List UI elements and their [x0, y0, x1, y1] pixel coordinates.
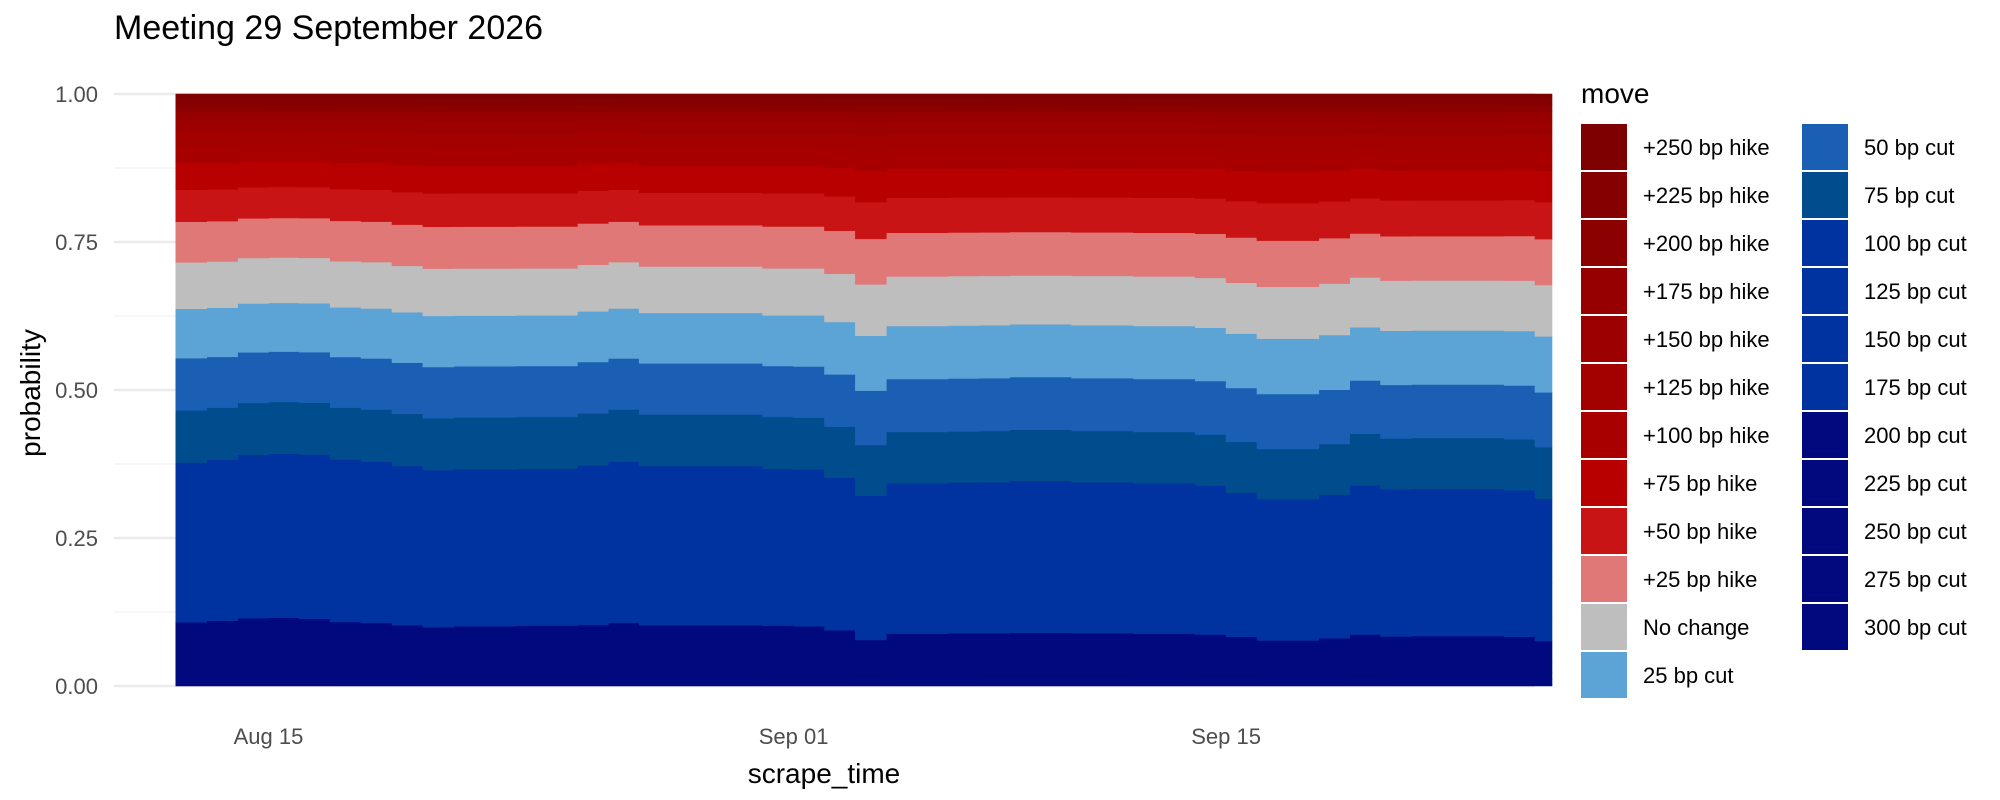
legend-label-plus-75-bp-hike: +75 bp hike	[1643, 471, 1757, 496]
legend-label-150-bp-cut: 150 bp cut	[1864, 327, 1967, 352]
legend-key-75-bp-cut	[1802, 172, 1848, 218]
x-axis-label: scrape_time	[748, 758, 901, 789]
legend-title: move	[1581, 78, 1649, 109]
y-axis-label: probability	[15, 329, 46, 457]
legend-label-300-bp-cut: 300 bp cut	[1864, 615, 1967, 640]
legend-label-plus-50-bp-hike: +50 bp hike	[1643, 519, 1757, 544]
legend-key-175-bp-cut	[1802, 364, 1848, 410]
legend-key-plus-175-bp-hike	[1581, 268, 1627, 314]
legend-label-100-bp-cut: 100 bp cut	[1864, 231, 1967, 256]
legend-key-50-bp-cut	[1802, 124, 1848, 170]
legend-key-plus-25-bp-hike	[1581, 556, 1627, 602]
legend-label-275-bp-cut: 275 bp cut	[1864, 567, 1967, 592]
area-plus-250-bp-hike	[175, 93, 1553, 99]
legend-label-no-change: No change	[1643, 615, 1749, 640]
legend-key-plus-150-bp-hike	[1581, 316, 1627, 362]
area-plus-225-bp-hike	[175, 98, 1553, 105]
legend-key-250-bp-cut	[1802, 508, 1848, 554]
legend-key-275-bp-cut	[1802, 556, 1848, 602]
legend-key-plus-50-bp-hike	[1581, 508, 1627, 554]
legend-label-plus-100-bp-hike: +100 bp hike	[1643, 423, 1770, 448]
legend: move +250 bp hike +225 bp hike +200 bp hik…	[1581, 78, 1967, 698]
legend-key-plus-200-bp-hike	[1581, 220, 1627, 266]
y-tick-label: 1.00	[55, 82, 98, 107]
legend-label-225-bp-cut: 225 bp cut	[1864, 471, 1967, 496]
legend-key-100-bp-cut	[1802, 220, 1848, 266]
legend-label-50-bp-cut: 50 bp cut	[1864, 135, 1955, 160]
legend-label-200-bp-cut: 200 bp cut	[1864, 423, 1967, 448]
legend-key-200-bp-cut	[1802, 412, 1848, 458]
legend-label-125-bp-cut: 125 bp cut	[1864, 279, 1967, 304]
y-tick-label: 0.25	[55, 526, 98, 551]
legend-label-plus-150-bp-hike: +150 bp hike	[1643, 327, 1770, 352]
legend-key-125-bp-cut	[1802, 268, 1848, 314]
legend-key-300-bp-cut	[1802, 604, 1848, 650]
legend-key-no-change	[1581, 604, 1627, 650]
legend-key-plus-125-bp-hike	[1581, 364, 1627, 410]
legend-label-plus-200-bp-hike: +200 bp hike	[1643, 231, 1770, 256]
legend-label-plus-225-bp-hike: +225 bp hike	[1643, 183, 1770, 208]
area-plus-200-bp-hike	[175, 104, 1553, 113]
legend-key-plus-250-bp-hike	[1581, 124, 1627, 170]
legend-key-plus-225-bp-hike	[1581, 172, 1627, 218]
stacked-areas	[175, 93, 1553, 687]
legend-key-150-bp-cut	[1802, 316, 1848, 362]
legend-key-plus-75-bp-hike	[1581, 460, 1627, 506]
x-tick-label: Aug 15	[234, 724, 304, 749]
legend-label-plus-175-bp-hike: +175 bp hike	[1643, 279, 1770, 304]
legend-key-25-bp-cut	[1581, 652, 1627, 698]
legend-label-175-bp-cut: 175 bp cut	[1864, 375, 1967, 400]
legend-label-plus-250-bp-hike: +250 bp hike	[1643, 135, 1770, 160]
chart-title: Meeting 29 September 2026	[114, 9, 543, 47]
x-tick-label: Sep 15	[1191, 724, 1261, 749]
x-axis: Aug 15 Sep 01 Sep 15	[234, 724, 1261, 749]
area-plus-175-bp-hike	[175, 110, 1553, 123]
legend-label-25-bp-cut: 25 bp cut	[1643, 663, 1734, 688]
legend-label-plus-25-bp-hike: +25 bp hike	[1643, 567, 1757, 592]
y-axis: 0.00 0.25 0.50 0.75 1.00	[55, 82, 98, 699]
y-tick-label: 0.00	[55, 674, 98, 699]
y-tick-label: 0.75	[55, 230, 98, 255]
y-tick-label: 0.50	[55, 378, 98, 403]
legend-label-250-bp-cut: 250 bp cut	[1864, 519, 1967, 544]
x-tick-label: Sep 01	[759, 724, 829, 749]
legend-key-225-bp-cut	[1802, 460, 1848, 506]
legend-label-75-bp-cut: 75 bp cut	[1864, 183, 1955, 208]
legend-key-plus-100-bp-hike	[1581, 412, 1627, 458]
legend-label-plus-125-bp-hike: +125 bp hike	[1643, 375, 1770, 400]
